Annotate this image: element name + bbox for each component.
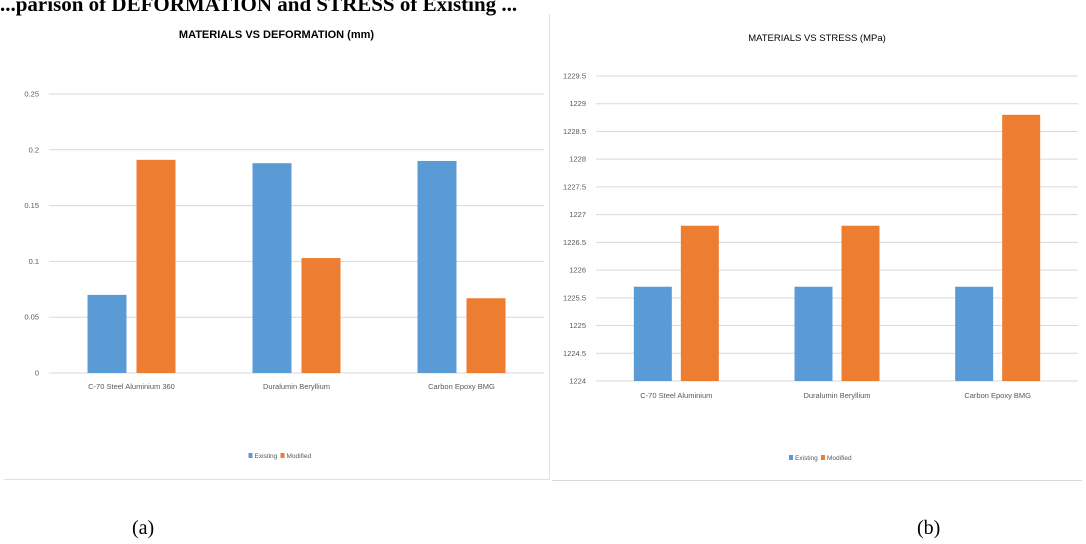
y-tick-label: 0.25 <box>24 90 39 99</box>
bar-modified <box>301 258 341 373</box>
legend-swatch <box>248 453 253 458</box>
bar-modified <box>466 298 506 373</box>
y-tick-label: 0 <box>35 369 39 378</box>
chart-b-panel: MATERIALS VS STRESS (MPa) 1224 1224.5 1225 1… <box>552 14 1082 481</box>
y-tick-label: 1224.5 <box>563 349 586 358</box>
bar-existing <box>252 163 292 373</box>
y-tick-label: 1226 <box>569 266 586 275</box>
y-tick-label: 0.2 <box>29 145 39 154</box>
y-tick-label: 0.1 <box>29 257 39 266</box>
chart-a-panel: MATERIALS VS DEFORMATION (mm) 0 0.05 0.1 0.1… <box>4 14 550 480</box>
y-tick-label: 0.15 <box>24 201 39 210</box>
divider <box>4 479 549 480</box>
bar-existing <box>87 294 127 373</box>
x-category-label: C-70 Steel Aluminium 360 <box>88 382 175 391</box>
y-tick-label: 1229.5 <box>563 72 586 81</box>
legend-swatch <box>821 455 825 460</box>
chart-title: MATERIALS VS STRESS (MPa) <box>748 33 886 44</box>
chart-b-svg: MATERIALS VS STRESS (MPa) 1224 1224.5 1225 1… <box>563 33 1078 462</box>
y-tick-label: 1228.5 <box>563 127 586 136</box>
bar-existing <box>955 286 994 381</box>
y-tick-label: 0.05 <box>24 313 39 322</box>
bar-existing <box>417 160 457 373</box>
bar-existing <box>633 286 672 381</box>
bar-existing <box>794 286 833 381</box>
chart-title: MATERIALS VS DEFORMATION (mm) <box>179 29 374 41</box>
legend-swatch <box>280 453 285 458</box>
legend-swatch <box>789 455 793 460</box>
y-tick-label: 1227 <box>569 210 586 219</box>
bar-modified <box>136 159 176 373</box>
y-tick-label: 1228 <box>569 155 586 164</box>
legend-label: Modified <box>287 453 312 460</box>
chart-a-svg: MATERIALS VS DEFORMATION (mm) 0 0.05 0.1 0.1… <box>24 29 544 460</box>
x-category-label: Duralumin Beryllium <box>803 391 870 400</box>
y-tick-label: 1227.5 <box>563 182 586 191</box>
y-tick-label: 1224 <box>569 377 586 386</box>
legend-label: Modified <box>827 455 852 462</box>
bar-modified <box>1002 114 1041 382</box>
x-category-label: C-70 Steel Aluminium <box>640 391 712 400</box>
y-tick-label: 1225.5 <box>563 293 586 302</box>
bar-modified <box>680 225 719 381</box>
legend-label: Existing <box>795 455 818 462</box>
legend-label: Existing <box>255 453 278 460</box>
caption-a: (a) <box>132 517 155 539</box>
x-category-label: Carbon Epoxy BMG <box>964 391 1031 400</box>
y-tick-label: 1226.5 <box>563 238 586 247</box>
caption-b: (b) <box>917 517 941 539</box>
bar-modified <box>841 225 880 381</box>
x-category-label: Carbon Epoxy BMG <box>428 382 495 391</box>
page-heading: ...parison of DEFORMATION and STRESS of … <box>0 0 518 16</box>
x-category-label: Duralumin Beryllium <box>263 382 330 391</box>
y-tick-label: 1229 <box>569 99 586 108</box>
y-tick-label: 1225 <box>569 321 586 330</box>
